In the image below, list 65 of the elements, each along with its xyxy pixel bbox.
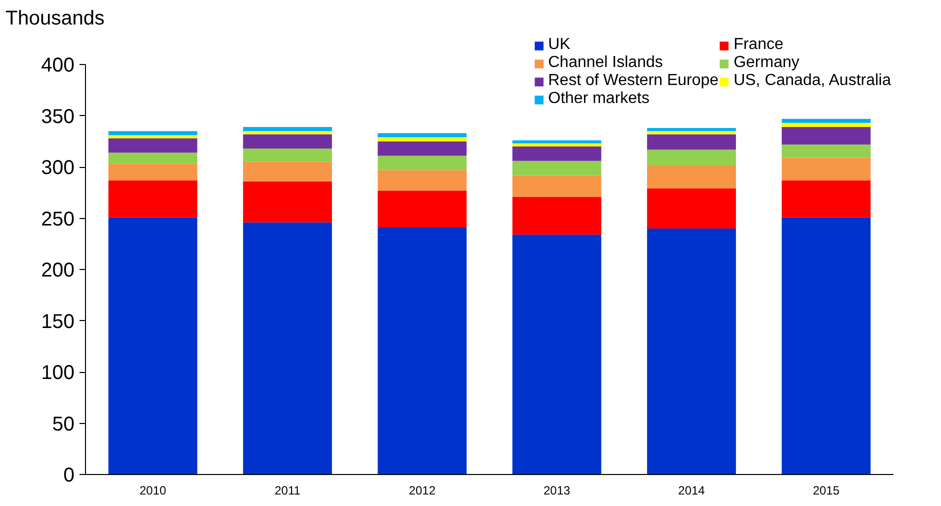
bar — [512, 234, 602, 474]
x-tick-label: 2012 — [408, 484, 436, 498]
bar — [378, 133, 467, 138]
y-tick-label: 50 — [52, 413, 75, 436]
legend-label: Rest of Western Europe — [548, 72, 719, 90]
bar — [782, 118, 871, 123]
bar — [647, 228, 736, 474]
bar — [647, 134, 736, 150]
bar — [108, 152, 198, 164]
bar — [243, 131, 332, 134]
y-axis-title: Thousands — [6, 8, 104, 30]
bar — [512, 140, 602, 144]
bar — [243, 162, 332, 182]
bar — [512, 175, 602, 197]
bar — [108, 131, 198, 136]
bar — [512, 146, 602, 161]
legend-label: US, Canada, Australia — [734, 72, 891, 90]
bar — [108, 217, 198, 474]
bar — [647, 150, 736, 165]
bar — [243, 148, 332, 162]
bar — [512, 143, 602, 146]
bar — [243, 134, 332, 149]
y-tick-label: 400 — [41, 54, 75, 76]
bar — [512, 160, 602, 176]
bar — [647, 131, 736, 134]
bar — [647, 128, 736, 132]
legend-label: Channel Islands — [548, 54, 663, 72]
x-tick-label: 2015 — [812, 484, 840, 498]
bar — [782, 122, 871, 128]
bar — [647, 188, 736, 228]
bar — [378, 227, 467, 474]
bar — [108, 138, 198, 153]
bar — [782, 180, 871, 218]
legend-label: France — [734, 36, 784, 54]
x-tick-label: 2014 — [678, 484, 706, 498]
legend-label: UK — [548, 36, 570, 54]
bar — [782, 127, 871, 144]
bar — [243, 222, 332, 474]
bar — [512, 196, 602, 235]
y-tick-label: 250 — [41, 208, 75, 230]
bar — [108, 135, 198, 138]
bar — [108, 164, 198, 180]
bar — [378, 156, 467, 170]
y-tick-label: 350 — [41, 106, 75, 128]
x-tick-label: 2013 — [543, 484, 571, 498]
y-tick-label: 300 — [41, 157, 75, 179]
bar — [782, 158, 871, 180]
bar — [243, 127, 332, 132]
bar — [243, 181, 332, 222]
bar — [647, 164, 736, 189]
y-tick-label: 150 — [41, 310, 75, 333]
bar — [378, 137, 467, 142]
y-tick-label: 200 — [41, 260, 75, 282]
bar — [378, 190, 467, 228]
y-tick-label: 0 — [63, 464, 74, 486]
legend-label: Germany — [734, 54, 800, 72]
x-tick-label: 2010 — [139, 484, 167, 498]
bar — [108, 180, 198, 218]
x-tick-label: 2011 — [274, 484, 301, 498]
y-tick-label: 100 — [41, 362, 75, 384]
bar — [378, 141, 467, 156]
bar — [378, 170, 467, 191]
legend-label: Other markets — [548, 90, 650, 108]
bar — [782, 217, 871, 474]
bar — [782, 144, 871, 158]
